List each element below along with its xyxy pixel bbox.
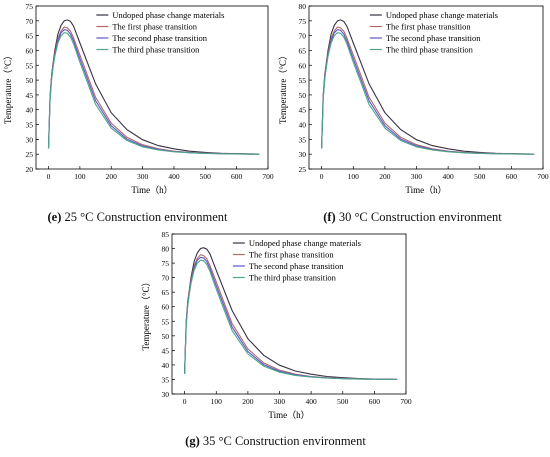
series-line-4 xyxy=(47,32,260,155)
y-tick-label: 65 xyxy=(299,46,307,55)
series-line-4 xyxy=(184,259,398,381)
y-tick-label: 45 xyxy=(26,91,34,100)
x-tick-label: 600 xyxy=(231,172,243,181)
y-tick-label: 50 xyxy=(26,76,34,85)
x-tick-label: 400 xyxy=(306,397,318,406)
y-tick-label: 55 xyxy=(26,61,34,70)
legend-label: The second phase transition xyxy=(112,33,207,43)
y-tick-label: 65 xyxy=(162,288,170,297)
x-axis-label: Time（h） xyxy=(268,410,309,420)
legend-label: The third phase transition xyxy=(386,45,474,55)
y-tick-label: 60 xyxy=(26,46,34,55)
y-tick-label: 40 xyxy=(299,121,307,130)
y-axis-label: Temperature（°C） xyxy=(278,51,288,124)
y-axis-label: Temperature（°C） xyxy=(141,278,151,351)
y-tick-label: 25 xyxy=(26,150,34,159)
x-tick-label: 500 xyxy=(200,172,212,181)
y-tick-label: 35 xyxy=(162,375,170,384)
legend-label: Undoped phase change materials xyxy=(386,10,498,20)
y-tick-label: 35 xyxy=(26,121,34,130)
y-tick-label: 70 xyxy=(299,32,307,41)
y-tick-label: 45 xyxy=(299,106,307,115)
legend-label: Undoped phase change materials xyxy=(249,238,361,248)
y-tick-label: 55 xyxy=(299,76,307,85)
y-tick-label: 30 xyxy=(162,390,170,399)
y-tick-label: 75 xyxy=(26,2,34,11)
y-tick-label: 25 xyxy=(299,165,307,174)
y-tick-label: 85 xyxy=(162,230,170,239)
x-tick-label: 200 xyxy=(242,397,254,406)
y-tick-label: 75 xyxy=(162,259,170,268)
x-axis-label: Time（h） xyxy=(131,185,172,195)
legend-label: The second phase transition xyxy=(249,261,344,271)
plot-frame xyxy=(171,233,407,395)
x-tick-label: 700 xyxy=(262,172,274,181)
x-tick-label: 100 xyxy=(348,172,360,181)
y-tick-label: 45 xyxy=(162,346,170,355)
y-tick-label: 35 xyxy=(299,135,307,144)
x-tick-label: 700 xyxy=(400,397,412,406)
chart-g: 30 35 40 45 50 55 60 65 70 75 80 85 0 100 200 300 400 500… xyxy=(141,230,412,420)
x-tick-label: 300 xyxy=(274,397,286,406)
y-tick-label: 80 xyxy=(162,245,170,254)
x-tick-label: 400 xyxy=(168,172,180,181)
legend-label: The first phase transition xyxy=(249,250,334,260)
y-tick-label: 40 xyxy=(162,361,170,370)
y-tick-label: 65 xyxy=(26,32,34,41)
caption-f: (f) 30 °C Construction environment xyxy=(323,210,502,224)
y-tick-label: 40 xyxy=(26,106,34,115)
y-tick-label: 60 xyxy=(299,61,307,70)
chart-e: 20 25 30 35 40 45 50 55 60 65 70 75 0 100 200 300 400 500… xyxy=(3,2,274,195)
x-tick-label: 200 xyxy=(106,172,118,181)
y-tick-label: 80 xyxy=(299,2,307,11)
y-tick-label: 20 xyxy=(26,165,34,174)
y-tick-label: 75 xyxy=(299,17,307,26)
y-tick-label: 55 xyxy=(162,317,170,326)
x-tick-label: 0 xyxy=(47,172,51,181)
chart-f: 25 30 35 40 45 50 55 60 65 70 75 80 0 100 200 300 400 500… xyxy=(278,2,549,195)
plot-frame xyxy=(308,5,544,170)
series-line-4 xyxy=(321,32,535,155)
x-tick-label: 100 xyxy=(211,397,223,406)
x-tick-label: 600 xyxy=(506,172,518,181)
x-tick-label: 600 xyxy=(369,397,381,406)
x-tick-label: 700 xyxy=(537,172,549,181)
x-tick-label: 0 xyxy=(183,397,187,406)
x-tick-label: 300 xyxy=(411,172,423,181)
chart-panel-f: 25 30 35 40 45 50 55 60 65 70 75 80 0 100 200 300 400 500… xyxy=(275,0,550,228)
legend-label: Undoped phase change materials xyxy=(112,10,224,20)
y-tick-label: 30 xyxy=(299,150,307,159)
caption-g: (g) 35 °C Construction environment xyxy=(185,434,366,448)
y-tick-label: 70 xyxy=(162,274,170,283)
y-tick-label: 50 xyxy=(299,91,307,100)
y-tick-label: 60 xyxy=(162,303,170,312)
legend-label: The second phase transition xyxy=(386,33,481,43)
x-tick-label: 100 xyxy=(74,172,86,181)
caption-e: (e) 25 °C Construction environment xyxy=(47,210,228,224)
y-tick-label: 30 xyxy=(26,135,34,144)
x-axis-label: Time（h） xyxy=(405,185,446,195)
x-tick-label: 0 xyxy=(320,172,324,181)
legend-label: The first phase transition xyxy=(112,22,197,32)
y-tick-label: 50 xyxy=(162,332,170,341)
x-tick-label: 500 xyxy=(337,397,349,406)
legend-label: The first phase transition xyxy=(386,22,471,32)
chart-panel-g: 30 35 40 45 50 55 60 65 70 75 80 85 0 100 200 300 400 500… xyxy=(138,228,413,457)
chart-panel-e: 20 25 30 35 40 45 50 55 60 65 70 75 0 100 200 300 400 500… xyxy=(0,0,275,228)
legend-label: The third phase transition xyxy=(112,45,200,55)
x-tick-label: 200 xyxy=(379,172,391,181)
x-tick-label: 300 xyxy=(137,172,149,181)
x-tick-label: 400 xyxy=(443,172,455,181)
plot-frame xyxy=(35,5,269,170)
legend-label: The third phase transition xyxy=(249,273,337,283)
y-axis-label: Temperature（°C） xyxy=(3,51,13,124)
y-tick-label: 70 xyxy=(26,17,34,26)
x-tick-label: 500 xyxy=(474,172,486,181)
